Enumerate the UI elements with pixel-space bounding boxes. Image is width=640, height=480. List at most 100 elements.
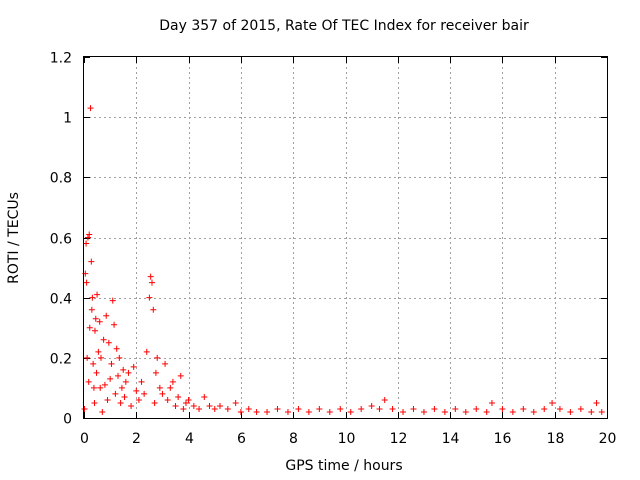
data-point xyxy=(295,405,302,412)
data-point xyxy=(441,408,448,415)
y-tick-label: 0.8 xyxy=(50,171,72,187)
data-point xyxy=(167,384,174,391)
x-tick-label: 16 xyxy=(494,431,512,447)
data-point xyxy=(95,348,102,355)
data-point xyxy=(130,363,137,370)
data-point xyxy=(420,408,427,415)
data-point xyxy=(473,405,480,412)
data-point xyxy=(88,258,95,265)
data-point xyxy=(462,408,469,415)
data-point xyxy=(541,405,548,412)
data-point xyxy=(83,240,90,247)
x-tick-label: 6 xyxy=(237,431,246,447)
y-tick-label: 0 xyxy=(63,412,72,428)
y-tick-label: 1 xyxy=(63,111,72,127)
x-tick-label: 4 xyxy=(185,431,194,447)
data-point xyxy=(128,402,135,409)
grid-lines xyxy=(84,57,607,418)
data-points xyxy=(81,105,605,415)
data-point xyxy=(182,399,189,406)
data-point xyxy=(107,375,114,382)
data-point xyxy=(135,396,142,403)
data-point xyxy=(133,387,140,394)
y-axis-label: ROTI / TECUs xyxy=(6,192,22,284)
data-point xyxy=(104,396,111,403)
data-point xyxy=(224,405,231,412)
data-point xyxy=(376,405,383,412)
data-point xyxy=(520,405,527,412)
data-point xyxy=(120,366,127,373)
data-point xyxy=(588,408,595,415)
data-point xyxy=(400,408,407,415)
data-point xyxy=(141,390,148,397)
data-point xyxy=(549,399,556,406)
x-tick-label: 18 xyxy=(547,431,565,447)
data-point xyxy=(90,384,97,391)
data-point xyxy=(162,360,169,367)
data-point xyxy=(185,396,192,403)
data-point xyxy=(389,405,396,412)
data-point xyxy=(216,402,223,409)
data-point xyxy=(103,312,110,319)
data-point xyxy=(109,297,116,304)
x-tick-label: 0 xyxy=(80,431,89,447)
data-point xyxy=(237,408,244,415)
data-point xyxy=(90,360,97,367)
data-point xyxy=(164,396,171,403)
y-tick-label: 1.2 xyxy=(50,51,72,67)
data-point xyxy=(180,405,187,412)
data-point xyxy=(232,399,239,406)
data-point xyxy=(116,354,123,361)
chart-title: Day 357 of 2015, Rate Of TEC Index for r… xyxy=(159,18,529,34)
data-point xyxy=(86,231,93,238)
data-point xyxy=(91,399,98,406)
x-tick-label: 14 xyxy=(442,431,460,447)
data-point xyxy=(381,396,388,403)
data-point xyxy=(108,360,115,367)
data-point xyxy=(201,393,208,400)
data-point xyxy=(121,393,128,400)
data-point xyxy=(84,354,91,361)
data-point xyxy=(593,399,600,406)
data-point xyxy=(567,408,574,415)
data-point xyxy=(151,399,158,406)
data-point xyxy=(154,354,161,361)
data-point xyxy=(305,408,312,415)
data-point xyxy=(452,405,459,412)
data-point xyxy=(105,339,112,346)
data-point xyxy=(147,273,154,280)
data-point xyxy=(152,369,159,376)
x-tick-label: 20 xyxy=(599,431,617,447)
data-point xyxy=(431,405,438,412)
data-point xyxy=(264,408,271,415)
y-tick-label: 0.4 xyxy=(50,292,72,308)
x-tick-label: 2 xyxy=(132,431,141,447)
data-point xyxy=(118,384,125,391)
x-tick-label: 12 xyxy=(390,431,408,447)
x-tick-label: 8 xyxy=(289,431,298,447)
data-point xyxy=(483,408,490,415)
data-point xyxy=(97,384,104,391)
data-point xyxy=(316,405,323,412)
data-point xyxy=(206,402,213,409)
data-point xyxy=(347,408,354,415)
data-point xyxy=(177,372,184,379)
data-point xyxy=(125,369,132,376)
data-point xyxy=(159,390,166,397)
data-point xyxy=(410,405,417,412)
data-point xyxy=(85,378,92,385)
axes: 0 2 4 6 8 10 12 14 16 18 20 0 0.2 0.4 0.6 0.8 1 1.2 xyxy=(50,51,617,448)
data-point xyxy=(530,408,537,415)
data-point xyxy=(97,354,104,361)
data-point xyxy=(88,306,95,313)
data-point xyxy=(172,402,179,409)
data-point xyxy=(143,348,150,355)
data-point xyxy=(92,315,99,322)
data-point xyxy=(196,405,203,412)
data-point xyxy=(81,405,88,412)
data-point xyxy=(101,381,108,388)
data-point xyxy=(122,378,129,385)
data-point xyxy=(114,372,121,379)
data-point xyxy=(488,399,495,406)
